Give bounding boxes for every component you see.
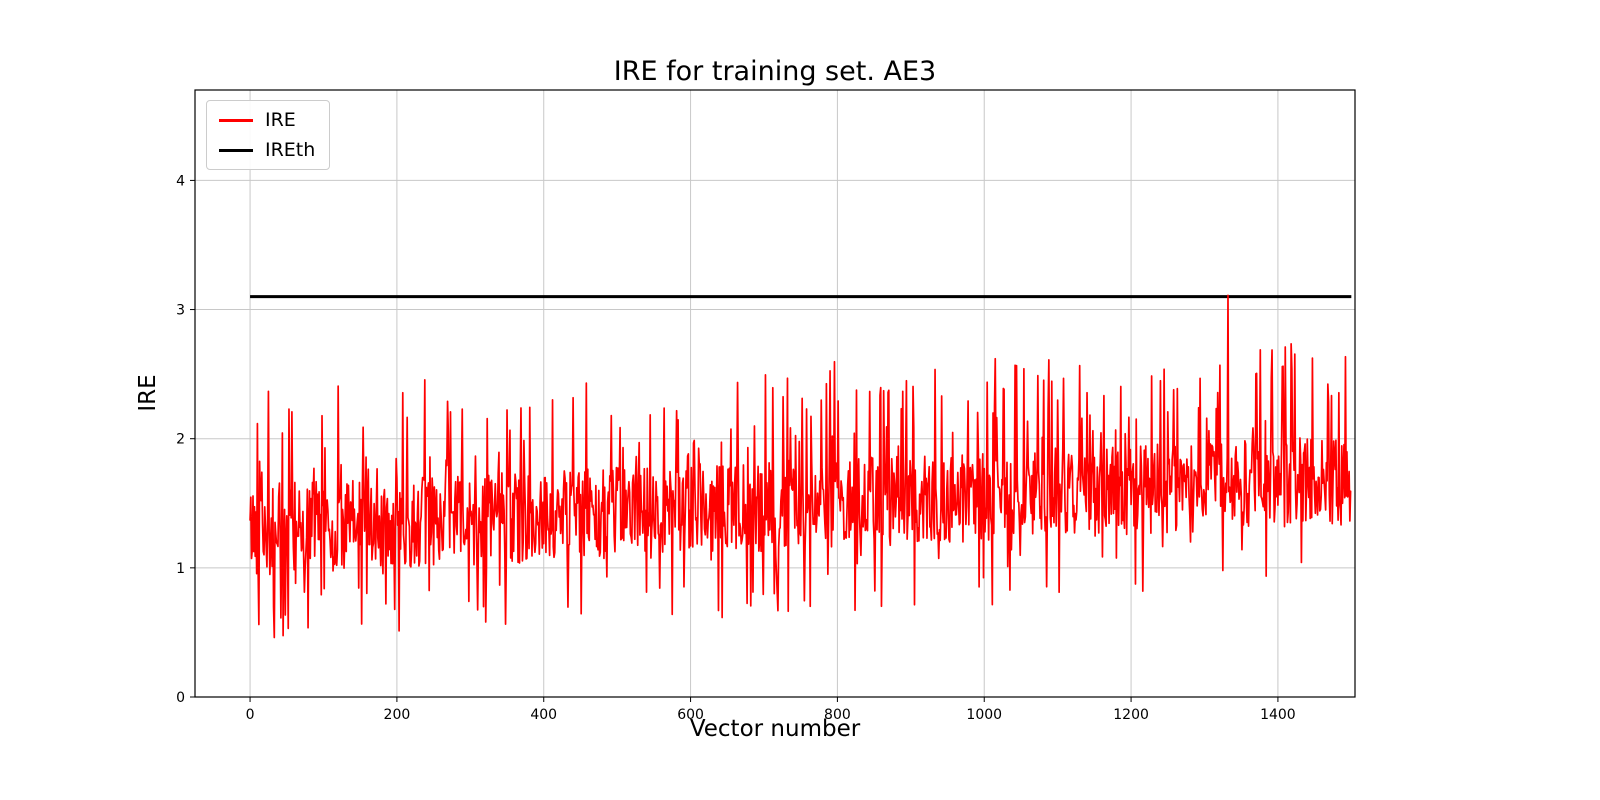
svg-text:1400: 1400 (1260, 707, 1296, 723)
svg-text:1000: 1000 (966, 707, 1002, 723)
svg-text:600: 600 (677, 707, 704, 723)
svg-text:0: 0 (246, 707, 255, 723)
svg-text:2: 2 (176, 432, 185, 448)
svg-text:4: 4 (176, 173, 185, 189)
svg-text:1: 1 (176, 561, 185, 577)
svg-text:400: 400 (530, 707, 557, 723)
legend-label-ireth: IREth (265, 139, 316, 161)
svg-text:3: 3 (176, 303, 185, 319)
ire-line-swatch (219, 118, 253, 122)
svg-text:1200: 1200 (1113, 707, 1149, 723)
chart-title: IRE for training set. AE3 (613, 56, 937, 87)
legend: IRE IREth (206, 100, 331, 170)
legend-entry-ireth: IREth (219, 139, 315, 161)
legend-entry-ire: IRE (219, 109, 315, 131)
ireth-line-swatch (219, 148, 253, 152)
svg-text:200: 200 (384, 707, 411, 723)
svg-text:0: 0 (176, 690, 185, 706)
x-axis-label: Vector number (689, 716, 861, 742)
svg-text:800: 800 (824, 707, 851, 723)
legend-label-ire: IRE (265, 109, 296, 131)
